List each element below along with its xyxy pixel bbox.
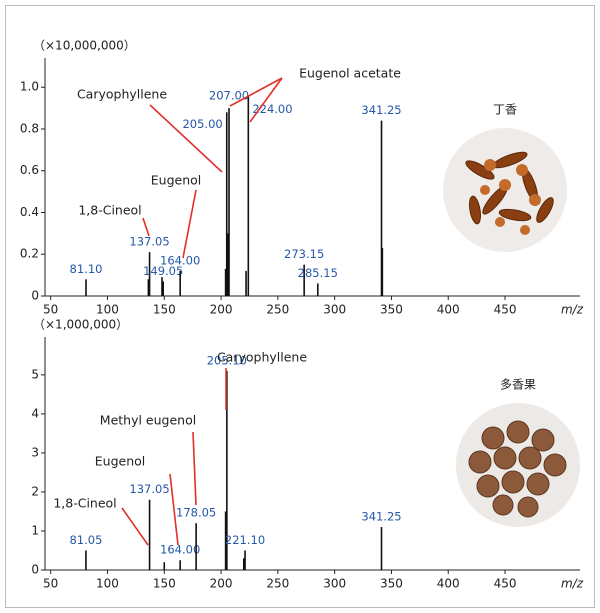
peak-label: 207.00 [209,89,249,103]
figure: （×10,000,000）m/z丁香00.20.40.60.81.0501001… [0,0,600,613]
peak-label: 224.00 [252,102,292,116]
peak-label: 137.05 [129,482,169,496]
y-tick-label: 0.6 [20,163,39,177]
x-tick-label: 400 [437,303,460,317]
y-tick-label: 3 [31,445,39,459]
x-tick-label: 200 [210,577,233,591]
x-tick-label: 200 [210,303,233,317]
x-axis-label: m/z [561,577,584,591]
annotation: Eugenol [151,173,202,188]
peak-label: 137.05 [129,235,169,249]
peak-label: 164.00 [160,253,200,267]
y-tick-label: 2 [31,484,39,498]
annotation-line [143,218,149,236]
x-tick-label: 450 [494,303,517,317]
annotation: Methyl eugenol [100,413,196,428]
peak-label: 81.05 [69,533,102,547]
peak-label: 341.25 [361,103,401,117]
annotation: Eugenol acetate [299,66,401,81]
peak-label: 164.00 [160,543,200,557]
peak-label: 285.15 [298,266,338,280]
peak-label: 221.10 [225,533,265,547]
peak-label: 81.10 [70,262,103,276]
y-scale-label: （×1,000,000） [33,318,128,332]
x-axis-label: m/z [561,303,584,317]
annotation-line [193,432,196,505]
y-tick-label: 4 [31,406,39,420]
x-tick-label: 300 [323,577,346,591]
y-tick-label: 1 [31,523,39,537]
clove-photo [443,128,567,252]
y-tick-label: 5 [31,367,39,381]
x-tick-label: 50 [43,303,58,317]
peak-label: 178.05 [176,506,216,520]
peak-label: 341.25 [361,510,401,524]
x-tick-label: 250 [266,577,289,591]
annotation: Eugenol [95,454,146,469]
x-tick-label: 350 [380,577,403,591]
x-tick-label: 100 [96,577,119,591]
y-tick-label: 1.0 [20,80,39,94]
x-tick-label: 450 [494,577,517,591]
x-tick-label: 150 [153,577,176,591]
x-tick-label: 300 [323,303,346,317]
x-tick-label: 400 [437,577,460,591]
y-tick-label: 0 [31,563,39,577]
y-tick-label: 0.8 [20,121,39,135]
annotation-line [122,508,148,545]
annotation: Caryophyllene [77,87,167,102]
annotation: 1,8-Cineol [53,496,116,511]
y-tick-label: 0.4 [20,205,39,219]
y-scale-label: （×10,000,000） [33,39,136,53]
annotation-line [183,190,196,258]
sample-label: 丁香 [493,103,517,117]
annotation-line [150,105,222,172]
annotation: Caryophyllene [217,350,307,365]
x-tick-label: 250 [266,303,289,317]
y-tick-label: 0 [31,289,39,303]
sample-label: 多香果 [500,378,536,392]
x-tick-label: 50 [43,577,58,591]
peak-label: 205.00 [182,117,222,131]
x-tick-label: 100 [96,303,119,317]
annotation: 1,8-Cineol [78,203,141,218]
y-tick-label: 0.2 [20,247,39,261]
allspice-photo [456,403,580,527]
x-tick-label: 350 [380,303,403,317]
x-tick-label: 150 [153,303,176,317]
peak-label: 273.15 [284,247,324,261]
